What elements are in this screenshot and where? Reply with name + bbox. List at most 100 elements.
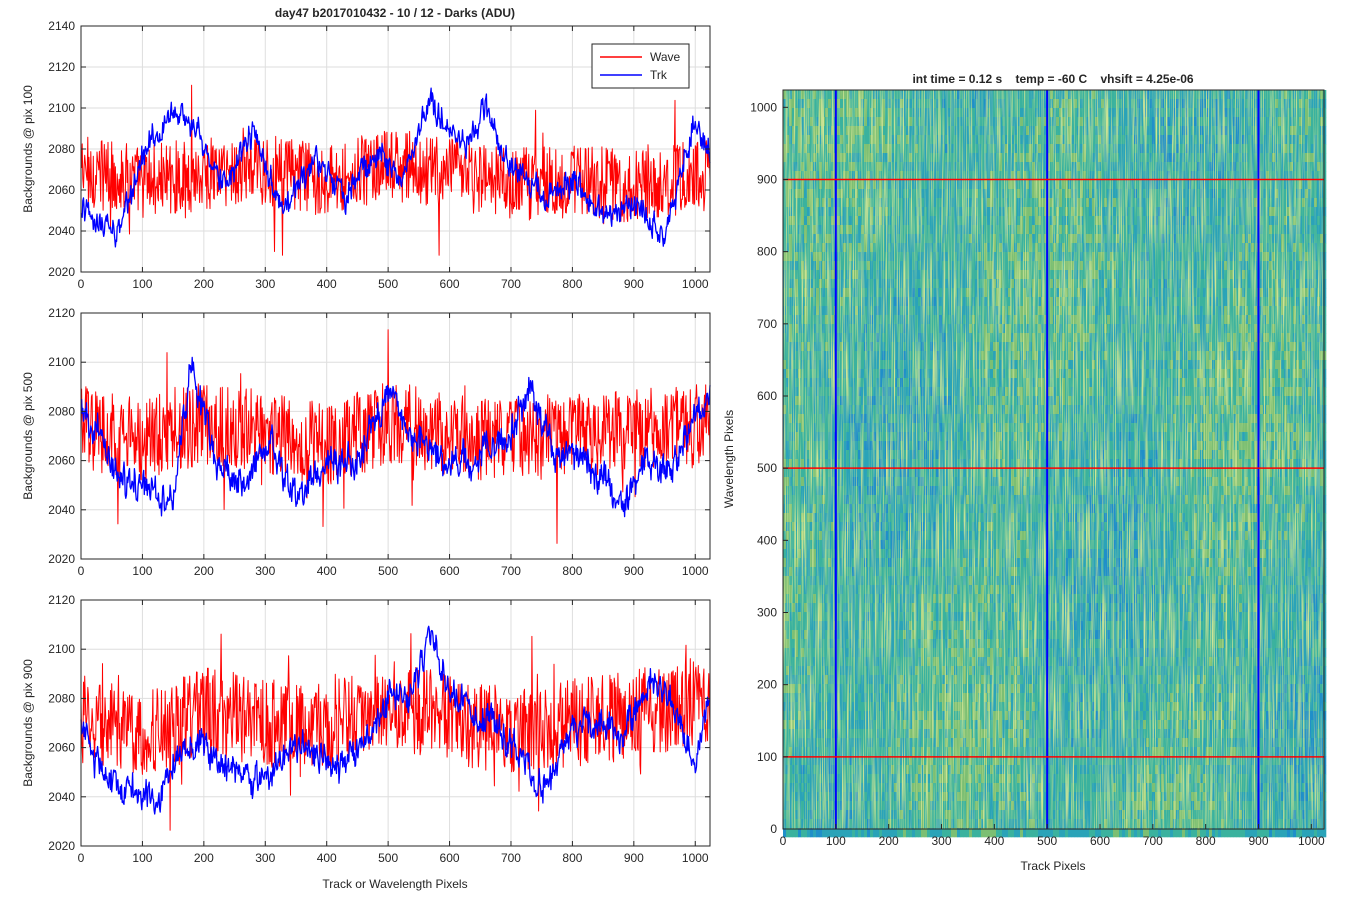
y-tick-label: 2040 (48, 224, 75, 238)
heatmap-cell (828, 828, 832, 838)
heatmap-cell (903, 828, 907, 838)
heatmap-cell (939, 828, 943, 838)
heatmap-cell (912, 828, 916, 838)
heatmap-cell (876, 828, 880, 838)
x-tick-label: 500 (378, 277, 398, 291)
heatmap-cell (930, 828, 934, 838)
heatmap-cell (831, 828, 835, 838)
heatmap-cell (789, 828, 793, 838)
heatmap-cell (840, 828, 844, 838)
x-tick-label: 900 (624, 564, 644, 578)
heatmap-cell (933, 828, 937, 838)
heatmap-cell (951, 828, 955, 838)
heatmap-cell (801, 828, 805, 838)
heatmap-cell (837, 828, 841, 838)
x-tick-label: 200 (194, 277, 214, 291)
panel-middle-series (80, 329, 711, 544)
x-tick-label: 600 (440, 564, 460, 578)
heatmap-cell (792, 828, 796, 838)
heatmap-cell (897, 828, 901, 838)
heatmap-cell (822, 828, 826, 838)
heatmap-cell (864, 828, 868, 838)
y-tick-label: 2060 (48, 183, 75, 197)
heatmap-cell (900, 828, 904, 838)
x-tick-label: 0 (78, 564, 85, 578)
legend[interactable]: Wave Trk (591, 43, 690, 89)
heatmap-cell (927, 828, 931, 838)
heatmap-cell (858, 828, 862, 838)
heatmap-cell (909, 828, 913, 838)
panel-bottom-ticks: 0 100 200 300 400 500 600 700 800 900 100020202040… (48, 593, 710, 865)
heatmap-cell (891, 828, 895, 838)
y-tick-label: 2060 (48, 741, 75, 755)
x-tick-label: 400 (317, 851, 337, 865)
heatmap-cell (825, 828, 829, 838)
heatmap-cell (945, 828, 949, 838)
heatmap-cell (948, 828, 952, 838)
heatmap-cell (813, 828, 817, 838)
y-tick-label: 2120 (48, 306, 75, 320)
x-tick-label: 700 (501, 851, 521, 865)
x-tick-label: 100 (132, 851, 152, 865)
heatmap-cell (852, 828, 856, 838)
y-tick-label: 2040 (48, 503, 75, 517)
x-tick-label: 0 (78, 277, 85, 291)
series-trk-line (80, 625, 711, 815)
heatmap-cell (894, 828, 898, 838)
heatmap-cell (873, 828, 877, 838)
x-tick-label: 700 (501, 564, 521, 578)
x-tick-label: 1000 (682, 277, 709, 291)
y-tick-label: 2120 (48, 60, 75, 74)
heatmap-cell (906, 828, 910, 838)
heatmap-cell (879, 828, 883, 838)
panel-middle-ticks: 0 100 200 300 400 500 600 700 800 900 100020202040… (48, 306, 710, 578)
x-tick-label: 600 (440, 851, 460, 865)
heatmap-cell (924, 828, 928, 838)
heatmap-cell (795, 828, 799, 838)
legend-wave-label: Wave (650, 50, 681, 64)
heatmap-cell (810, 828, 814, 838)
heatmap-cell (849, 828, 853, 838)
panel-middle-ylabel: Backgrounds @ pix 500 (21, 372, 35, 500)
x-tick-label: 300 (255, 851, 275, 865)
heatmap-cell (888, 828, 892, 838)
heatmap-cell (807, 828, 811, 838)
x-tick-label: 200 (194, 851, 214, 865)
x-tick-label: 900 (624, 851, 644, 865)
panel-middle: 0 100 200 300 400 500 600 700 800 900 100020202040… (21, 306, 711, 578)
panel-heatmap: int time = 0.12 s temp = -60 C vhsift = … (722, 72, 1327, 873)
heatmap-cell (834, 828, 838, 838)
heatmap-cell (882, 828, 886, 838)
heatmap-cell (819, 828, 823, 838)
heatmap-cell (870, 828, 874, 838)
heatmap-cell (936, 828, 940, 838)
y-tick-label: 2120 (48, 593, 75, 607)
panel-middle-bg (81, 313, 710, 559)
heatmap-cell (846, 828, 850, 838)
y-tick-label: 2100 (48, 355, 75, 369)
panel-top-ylabel: Backgrounds @ pix 100 (21, 85, 35, 213)
heatmap-cell (798, 828, 802, 838)
heatmap-cell (921, 828, 925, 838)
x-tick-label: 300 (255, 564, 275, 578)
panel-middle-frame (80, 312, 711, 560)
legend-box (591, 43, 690, 89)
heatmap-cell (804, 828, 808, 838)
x-tick-label: 300 (255, 277, 275, 291)
series-trk-line (80, 87, 711, 248)
panel-bottom: 0 100 200 300 400 500 600 700 800 900 100020202040… (21, 593, 711, 891)
x-tick-label: 100 (132, 564, 152, 578)
x-tick-label: 800 (562, 851, 582, 865)
panel-bottom-frame (80, 599, 711, 847)
figure-title: day47 b2017010432 - 10 / 12 - Darks (ADU… (275, 6, 515, 20)
series-wave-line (80, 84, 711, 256)
x-tick-label: 900 (624, 277, 644, 291)
x-tick-label: 400 (317, 277, 337, 291)
x-tick-label: 800 (562, 564, 582, 578)
series-wave-line (80, 329, 711, 544)
y-tick-label: 2140 (48, 19, 75, 33)
panel-top: day47 b2017010432 - 10 / 12 - Darks (ADU… (21, 6, 711, 291)
heatmap-cell (783, 828, 787, 838)
heatmap-cell (942, 828, 946, 838)
